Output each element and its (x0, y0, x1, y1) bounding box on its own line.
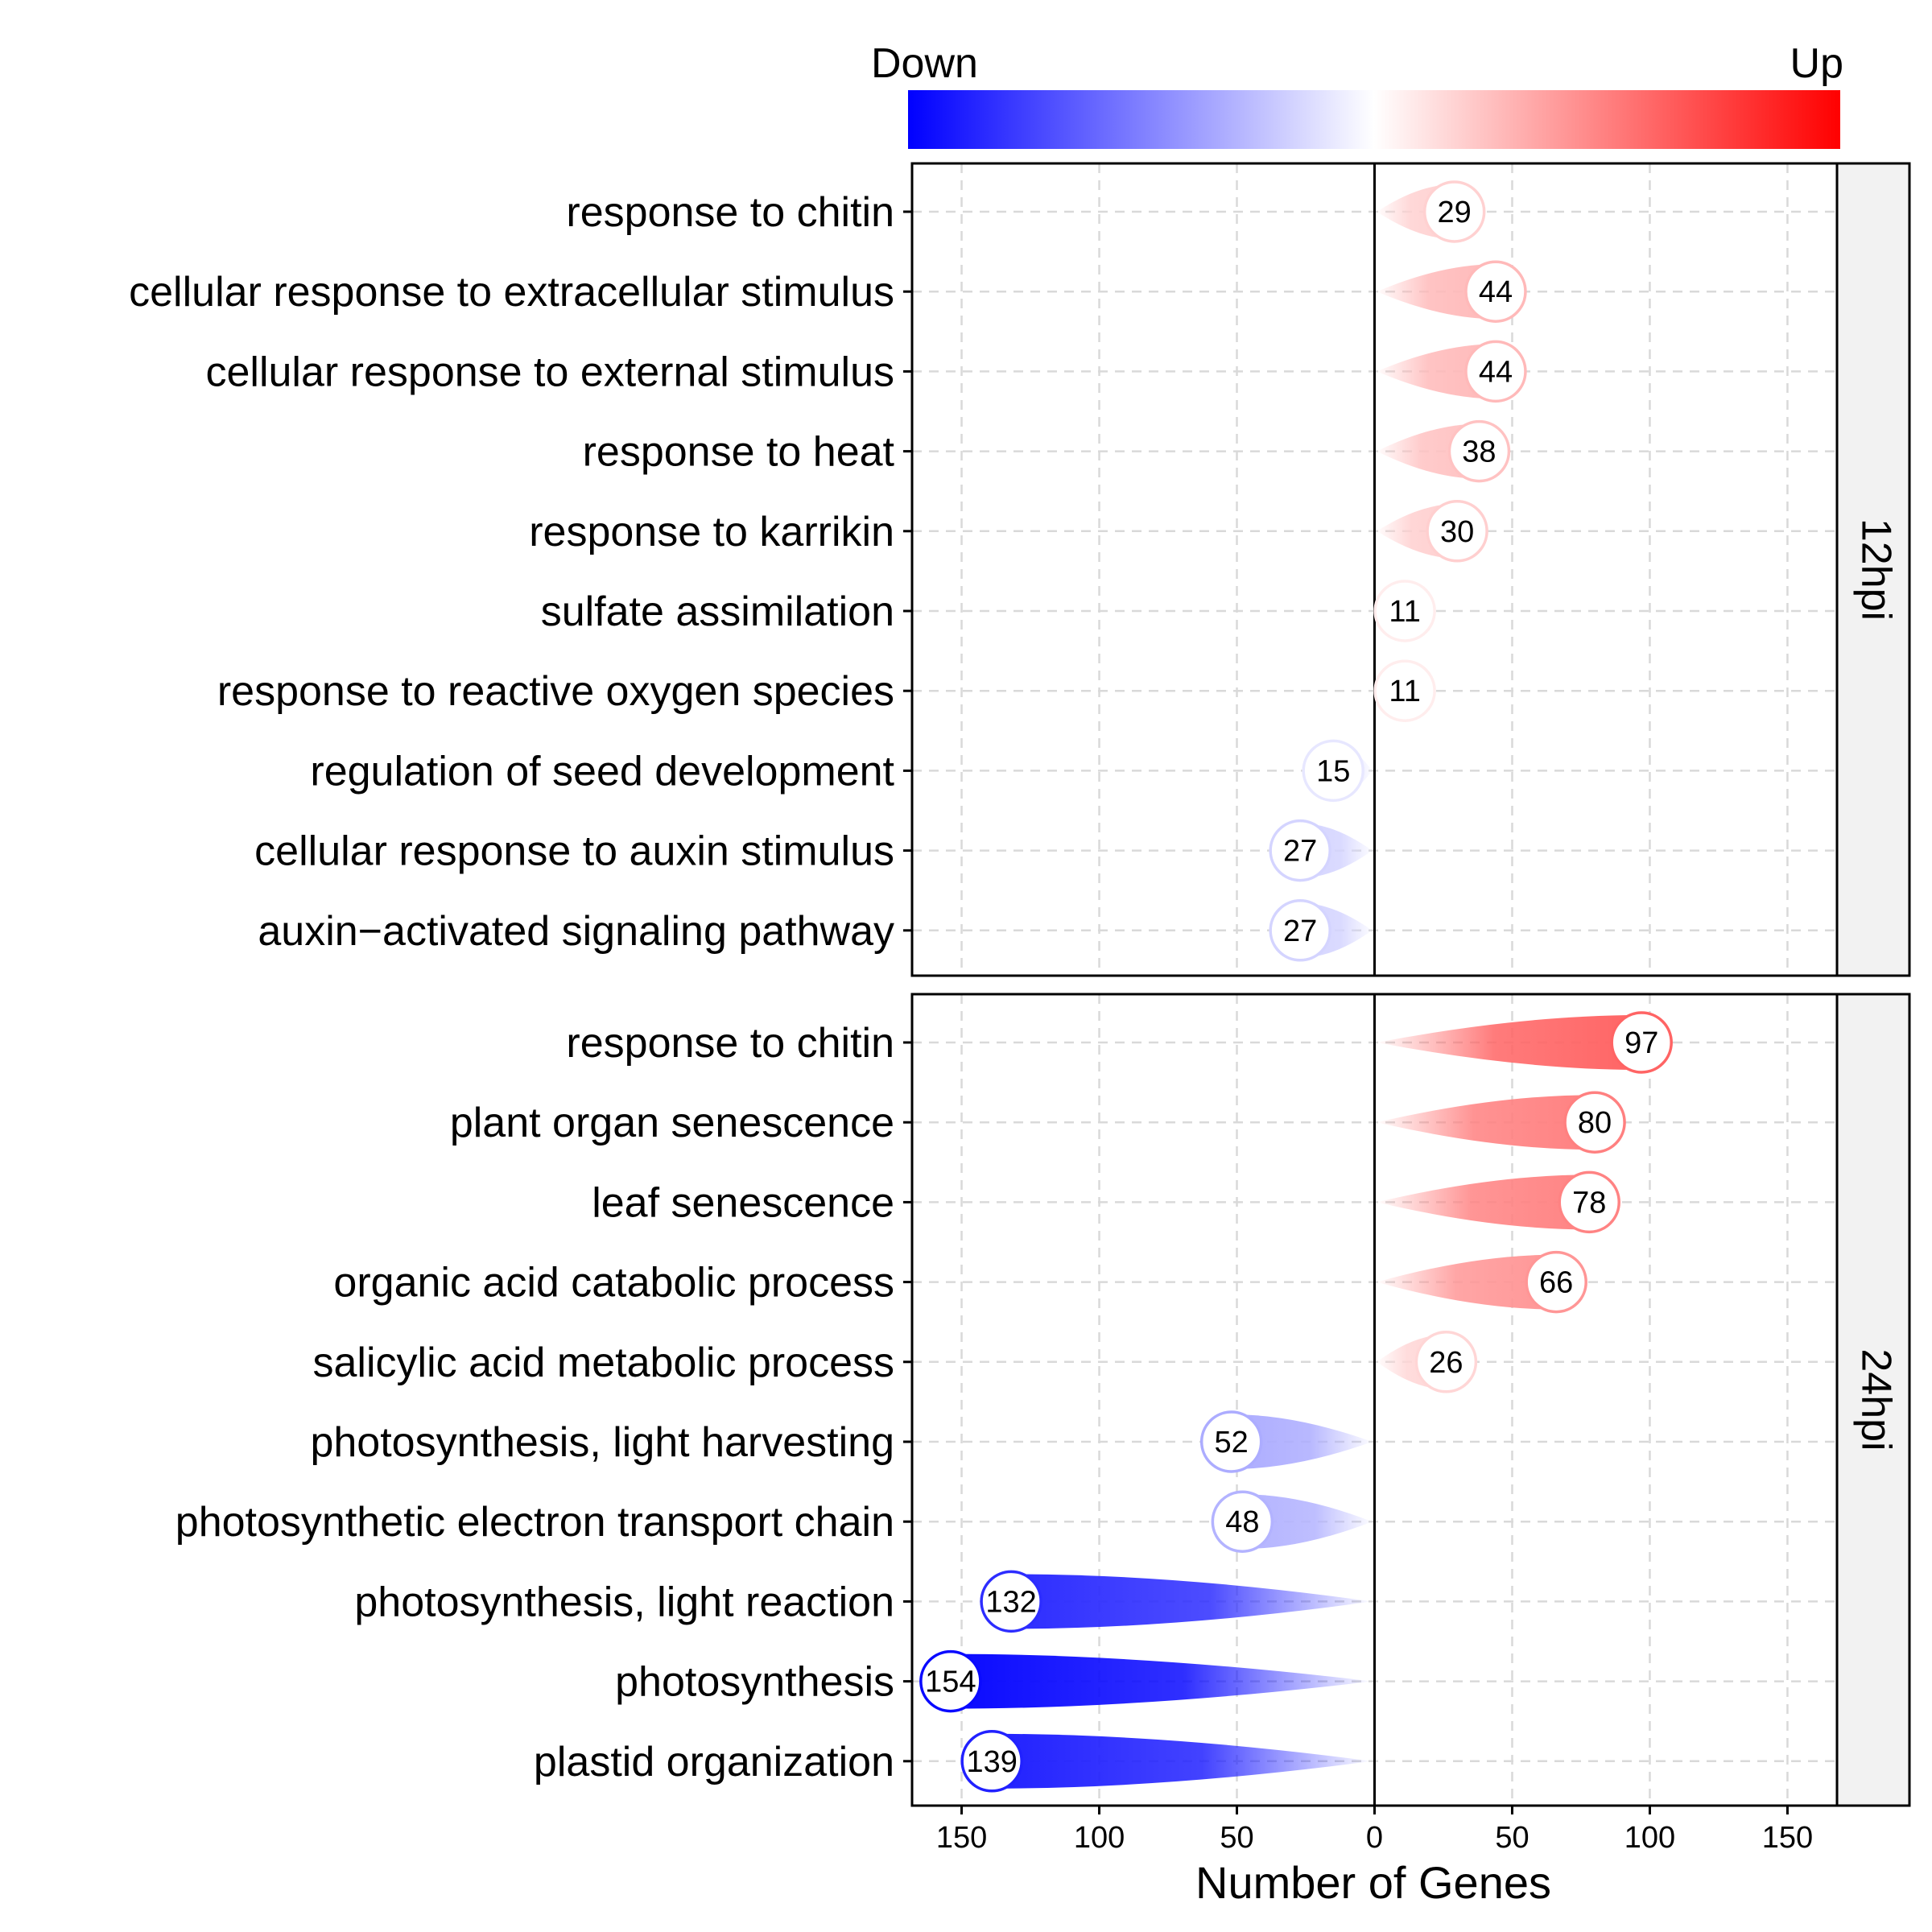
bubble (1464, 260, 1527, 323)
colorbar-legend: Down Up (871, 40, 1843, 149)
bubble (1269, 899, 1331, 962)
x-tick-label: 150 (1762, 1821, 1813, 1855)
x-axis: 150 100 50 0 50 100 150 (936, 1806, 1813, 1855)
bar (950, 1653, 1373, 1709)
panel-12hpi: 29 response to chitin 44 cellular response … (129, 162, 1911, 977)
bubble (1426, 500, 1488, 563)
facet-strip-label: 12hpi (1852, 518, 1899, 621)
data-label: 44 (1479, 275, 1513, 309)
bar (1377, 1015, 1642, 1070)
bubble (1373, 580, 1436, 642)
data-label: 29 (1438, 196, 1472, 229)
category-label: cellular response to extracellular stimu… (129, 269, 894, 316)
bubble (1610, 1011, 1673, 1074)
category-label: photosynthesis, light harvesting (310, 1419, 894, 1466)
bubble (1525, 1250, 1587, 1314)
category-label: photosynthetic electron transport chain (175, 1499, 894, 1546)
facet-strip (1835, 993, 1911, 1807)
panel-24hpi: 97 response to chitin 80 plant organ senesc… (175, 993, 1911, 1807)
data-label: 52 (1215, 1426, 1249, 1459)
category-label: plant organ senescence (450, 1100, 894, 1146)
bar (1377, 1174, 1590, 1230)
data-label: 44 (1479, 355, 1513, 389)
category-label: auxin−activated signaling pathway (258, 908, 894, 955)
bubble (1447, 419, 1511, 483)
bubble (1414, 1331, 1478, 1393)
category-label: organic acid catabolic process (333, 1260, 894, 1307)
data-label: 11 (1389, 595, 1420, 629)
data-label: 26 (1429, 1346, 1463, 1380)
data-label: 97 (1624, 1026, 1658, 1060)
bubble (960, 1730, 1023, 1793)
colorbar (908, 90, 1840, 149)
bar (1011, 1574, 1373, 1629)
data-label: 27 (1283, 835, 1317, 869)
bar (1377, 1254, 1557, 1310)
bubble (1211, 1490, 1274, 1553)
bubble (1199, 1410, 1263, 1473)
category-label: sulfate assimilation (541, 588, 894, 635)
facet-strip (1835, 162, 1911, 977)
data-label: 66 (1539, 1266, 1573, 1300)
category-label: photosynthesis (615, 1659, 894, 1706)
data-label: 154 (925, 1666, 976, 1699)
bubble (980, 1570, 1042, 1633)
x-tick-label: 150 (936, 1821, 987, 1855)
category-label: cellular response to external stimulus (205, 349, 894, 395)
category-label: plastid organization (534, 1739, 894, 1785)
panels: 29 response to chitin 44 cellular response … (129, 162, 1911, 1855)
bar (1377, 344, 1496, 399)
bar (1377, 264, 1496, 320)
bubble (1558, 1170, 1620, 1234)
data-label: 78 (1572, 1186, 1606, 1220)
data-label: 15 (1316, 754, 1350, 788)
bubble (919, 1649, 982, 1713)
legend-high-label: Up (1790, 40, 1843, 87)
x-tick-label: 0 (1366, 1821, 1383, 1855)
bar (1231, 1414, 1373, 1469)
x-tick-label: 100 (1074, 1821, 1125, 1855)
category-label: regulation of seed development (310, 748, 894, 795)
x-tick-label: 100 (1624, 1821, 1675, 1855)
data-label: 132 (985, 1585, 1036, 1619)
x-tick-label: 50 (1495, 1821, 1529, 1855)
bubble (1563, 1091, 1626, 1154)
bubble (1464, 340, 1527, 403)
category-label: response to reactive oxygen species (217, 668, 894, 715)
legend-low-label: Down (871, 40, 978, 87)
data-label: 38 (1462, 436, 1496, 469)
category-label: response to heat (583, 429, 895, 476)
category-label: leaf senescence (592, 1179, 894, 1226)
data-label: 48 (1225, 1505, 1259, 1539)
bar (1377, 1095, 1596, 1150)
bar (992, 1733, 1373, 1789)
bubble (1422, 180, 1486, 243)
category-label: response to chitin (566, 1020, 894, 1067)
bar (1242, 1494, 1373, 1550)
data-label: 30 (1440, 515, 1474, 549)
data-label: 80 (1578, 1106, 1612, 1140)
data-label: 139 (966, 1745, 1017, 1779)
data-label: 27 (1283, 914, 1317, 948)
category-label: response to karrikin (529, 509, 894, 555)
x-tick-label: 50 (1220, 1821, 1253, 1855)
facet-strip-label: 24hpi (1852, 1348, 1899, 1451)
bubble (1269, 819, 1331, 882)
x-axis-title: Number of Genes (1195, 1857, 1551, 1908)
category-label: response to chitin (566, 189, 894, 236)
category-label: photosynthesis, light reaction (354, 1579, 894, 1625)
bubble (1302, 739, 1364, 803)
data-label: 11 (1389, 675, 1420, 708)
category-label: salicylic acid metabolic process (313, 1340, 895, 1386)
bubble (1373, 659, 1436, 722)
category-label: cellular response to auxin stimulus (254, 828, 894, 875)
